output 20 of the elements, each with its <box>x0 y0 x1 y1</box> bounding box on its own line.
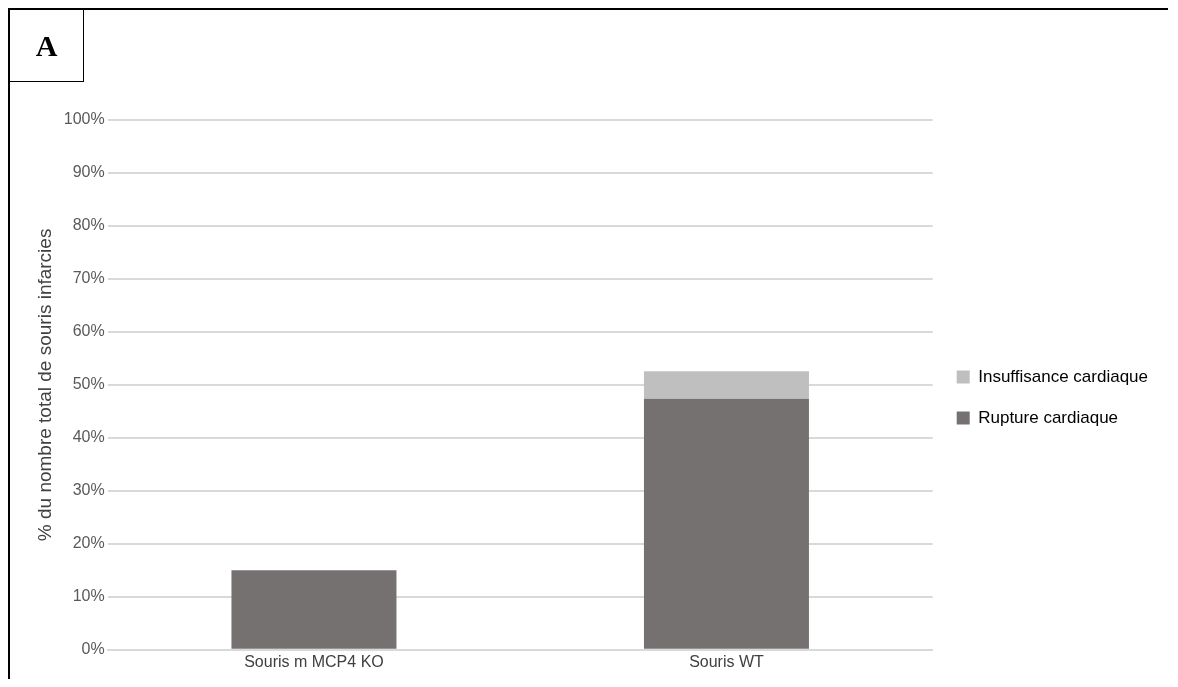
y-tick-label: 10% <box>72 587 105 605</box>
y-tick-label: 0% <box>81 640 105 658</box>
y-tick-label: 70% <box>72 269 105 287</box>
y-tick-label: 80% <box>72 216 105 234</box>
y-tick-label: 20% <box>72 534 105 552</box>
y-tick-label: 30% <box>72 481 105 499</box>
bar <box>231 570 397 649</box>
y-axis-title: % du nombre total de souris infarcies <box>33 228 55 542</box>
y-tick-label: 60% <box>72 322 105 340</box>
bar <box>643 398 809 649</box>
legend-label: Insuffisance cardiaque <box>978 366 1149 386</box>
y-tick-label: 40% <box>72 428 105 446</box>
y-tick-label: 50% <box>72 375 105 393</box>
y-tick-label: 90% <box>72 163 105 181</box>
y-tick-label: 100% <box>63 110 105 128</box>
legend-label: Rupture cardiaque <box>978 407 1119 427</box>
bar <box>643 371 809 399</box>
x-tick-label: Souris m MCP4 KO <box>244 652 384 670</box>
text: A <box>10 10 84 82</box>
x-tick-label: Souris WT <box>689 652 765 670</box>
